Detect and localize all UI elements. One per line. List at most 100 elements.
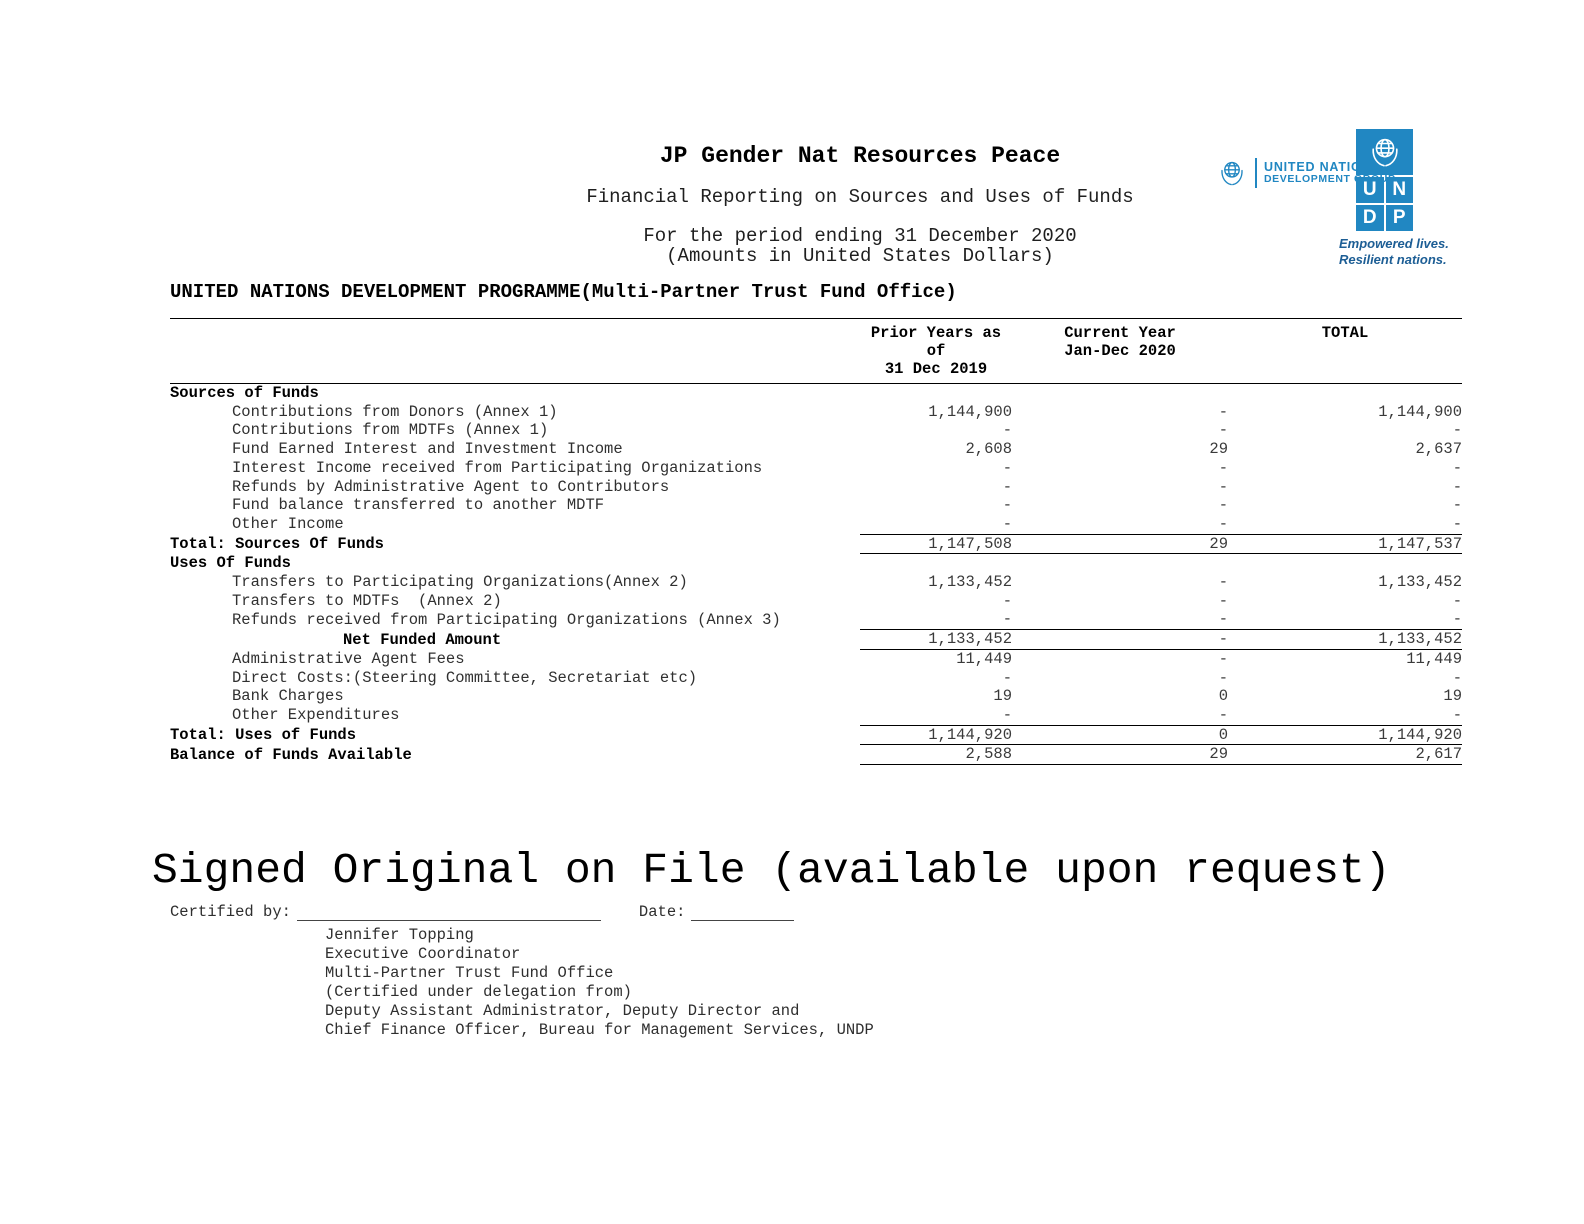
table-row-balance: Balance of Funds Available 2,588 29 2,61… <box>170 744 1462 766</box>
row-label: Sources of Funds <box>170 384 319 402</box>
row-current-value: - <box>1218 591 1228 610</box>
certifier-delegation-note: (Certified under delegation from) <box>325 983 632 1001</box>
row-label: Refunds received from Participating Orga… <box>232 610 781 629</box>
row-current-value <box>1012 554 1228 573</box>
un-globe-icon <box>1221 161 1243 186</box>
undp-tagline-line1: Empowered lives. <box>1339 236 1449 251</box>
row-label: Other Income <box>232 515 344 534</box>
un-emblem-icon <box>1356 129 1413 175</box>
table-row: Interest Income received from Participat… <box>170 459 1462 478</box>
undp-letter-p: P <box>1385 205 1413 231</box>
certifier-name: Jennifer Topping <box>325 926 474 944</box>
row-label: Uses Of Funds <box>170 554 291 573</box>
table-row: Fund balance transferred to another MDTF… <box>170 496 1462 515</box>
row-current-value: - <box>1012 629 1228 650</box>
table-row-sources-header: Sources of Funds <box>170 384 1462 403</box>
row-label: Total: Uses of Funds <box>170 726 357 745</box>
prior-years-column-header: Prior Years as of 31 Dec 2019 <box>860 318 1012 384</box>
row-total-value: - <box>1452 668 1462 687</box>
row-label: Other Expenditures <box>232 706 400 725</box>
date-label: Date: <box>638 903 686 921</box>
row-total-value: - <box>1452 458 1462 477</box>
table-header-row: Prior Years as of 31 Dec 2019 Current Ye… <box>170 318 1462 384</box>
undp-letter-d: D <box>1356 205 1384 231</box>
prior-years-header-line1: Prior Years as of <box>870 324 1002 360</box>
table-row-uses-header: Uses Of Funds <box>170 554 1462 573</box>
table-row: Refunds by Administrative Agent to Contr… <box>170 478 1462 497</box>
table-row: Direct Costs:(Steering Committee, Secret… <box>170 669 1462 688</box>
row-prior-value: 11,449 <box>956 649 1012 668</box>
certifier-delegator-line1: Deputy Assistant Administrator, Deputy D… <box>325 1002 800 1020</box>
table-row: Fund Earned Interest and Investment Inco… <box>170 440 1462 459</box>
row-current-value: 29 <box>1012 744 1228 766</box>
row-prior-value: - <box>1002 514 1012 533</box>
table-row: Contributions from Donors (Annex 1) 1,14… <box>170 403 1462 422</box>
row-total-value <box>1228 554 1462 573</box>
certifier-details: Jennifer Topping Executive Coordinator M… <box>170 926 874 1040</box>
row-current-value: - <box>1218 496 1228 515</box>
row-prior-value: 1,144,920 <box>860 724 1012 746</box>
row-label: Bank Charges <box>232 687 344 706</box>
row-prior-value <box>860 554 1012 573</box>
certifier-office: Multi-Partner Trust Fund Office <box>325 964 614 982</box>
row-current-value: - <box>1218 477 1228 496</box>
row-prior-value: - <box>1002 458 1012 477</box>
row-total-value: - <box>1452 514 1462 533</box>
date-fill-line <box>691 905 795 921</box>
undg-wordmark-line1: UNITED NATIONS <box>1264 160 1381 174</box>
row-total-value: - <box>1452 477 1462 496</box>
current-year-column-header: Current Year Jan-Dec 2020 <box>1012 318 1228 384</box>
row-label: Transfers to MDTFs (Annex 2) <box>232 591 502 610</box>
row-prior-value: 1,133,452 <box>928 573 1012 592</box>
funds-table: Prior Years as of 31 Dec 2019 Current Ye… <box>170 318 1462 766</box>
page-title: JP Gender Nat Resources Peace <box>659 143 1061 169</box>
row-total-value: - <box>1452 421 1462 440</box>
row-label: Fund Earned Interest and Investment Inco… <box>232 440 623 459</box>
table-row: Refunds received from Participating Orga… <box>170 610 1462 629</box>
certifier-title: Executive Coordinator <box>325 945 521 963</box>
row-total-value: 2,637 <box>1415 440 1462 459</box>
label-column-header <box>170 318 860 384</box>
row-total-value: 1,144,920 <box>1228 724 1462 746</box>
table-row-total-uses: Total: Uses of Funds 1,144,920 0 1,144,9… <box>170 724 1462 746</box>
row-prior-value: 1,144,900 <box>928 402 1012 421</box>
row-current-value: 0 <box>1012 724 1228 746</box>
signed-original-notice: Signed Original on File (available upon … <box>152 846 1391 895</box>
current-year-header-line1: Current Year <box>1064 324 1176 342</box>
row-total-value: 11,449 <box>1406 649 1462 668</box>
row-current-value: - <box>1218 705 1228 724</box>
row-current-value <box>1012 384 1228 403</box>
table-row: Transfers to MDTFs (Annex 2) - - - <box>170 592 1462 611</box>
row-current-value: - <box>1218 649 1228 668</box>
row-prior-value: - <box>1002 610 1012 629</box>
table-row-total-sources: Total: Sources Of Funds 1,147,508 29 1,1… <box>170 533 1462 555</box>
row-prior-value: - <box>1002 591 1012 610</box>
row-current-value: 29 <box>1209 440 1228 459</box>
row-prior-value: 2,588 <box>860 744 1012 766</box>
row-total-value <box>1228 384 1462 403</box>
undp-letter-u: U <box>1356 177 1384 203</box>
row-prior-value: - <box>1002 705 1012 724</box>
row-label: Net Funded Amount <box>343 630 502 649</box>
total-column-header: TOTAL <box>1228 318 1462 384</box>
row-prior-value: - <box>1002 668 1012 687</box>
row-label: Fund balance transferred to another MDTF <box>232 496 605 515</box>
row-label: Contributions from MDTFs (Annex 1) <box>232 421 549 440</box>
row-prior-value: 1,133,452 <box>860 629 1012 650</box>
row-total-value: - <box>1452 610 1462 629</box>
report-subtitle: Financial Reporting on Sources and Uses … <box>586 186 1134 208</box>
row-current-value: - <box>1218 610 1228 629</box>
row-current-value: - <box>1218 458 1228 477</box>
row-current-value: - <box>1218 573 1228 592</box>
certified-by-row: Certified by: Date: <box>170 903 874 921</box>
row-label: Transfers to Participating Organizations… <box>232 573 688 592</box>
row-current-value: - <box>1218 402 1228 421</box>
table-row: Transfers to Participating Organizations… <box>170 573 1462 592</box>
row-prior-value: - <box>1002 421 1012 440</box>
certification-block: Certified by: Date: Jennifer Topping Exe… <box>170 903 874 1040</box>
row-total-value: 2,617 <box>1228 744 1462 766</box>
undp-tagline: Empowered lives. Resilient nations. <box>1339 236 1449 268</box>
row-label: Total: Sources Of Funds <box>170 535 384 554</box>
row-label: Refunds by Administrative Agent to Contr… <box>232 477 670 496</box>
